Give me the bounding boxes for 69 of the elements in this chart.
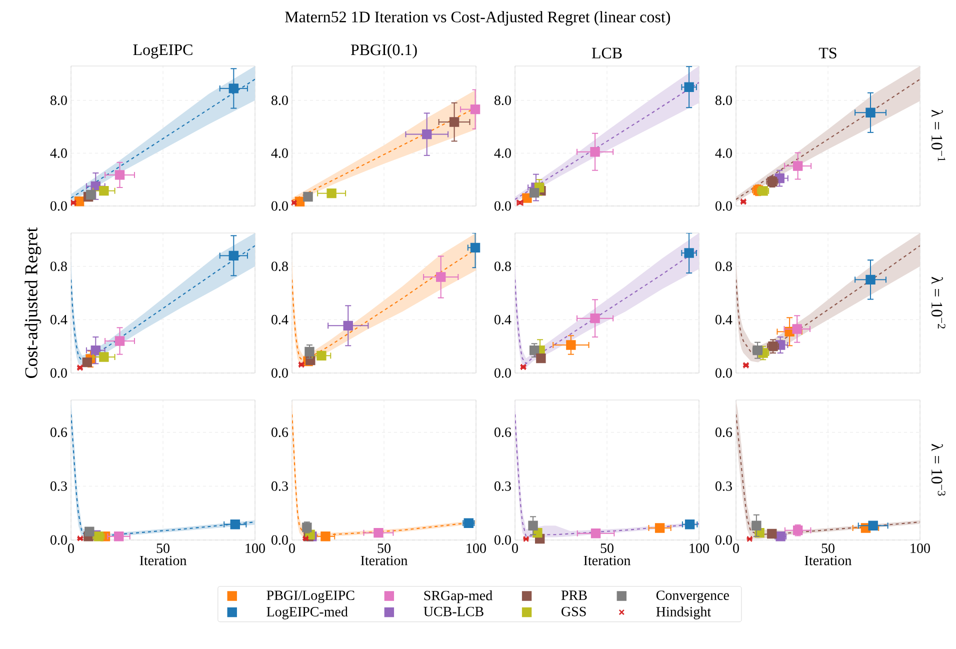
legend-label: Hindsight [656, 606, 712, 620]
y-tick-label: 0.0 [272, 201, 288, 211]
legend-label: PRB [561, 590, 587, 600]
y-tick-label: 0.3 [50, 481, 67, 491]
legend-label: LogEIPC-med [266, 606, 348, 620]
y-tick-label: 4.0 [715, 148, 732, 158]
x-tick-label: 100 [246, 544, 265, 553]
y-tick-label: 0.0 [50, 368, 67, 378]
y-tick-label: 0.0 [50, 201, 67, 211]
y-tick-label: 4.0 [50, 148, 67, 158]
x-tick-label: 50 [600, 544, 614, 553]
y-tick-label: 0.4 [50, 314, 68, 324]
y-tick-label: 0.0 [716, 201, 732, 211]
x-tick-label: 0 [512, 544, 518, 553]
y-tick-label: 4.0 [494, 148, 511, 158]
legend-label: Convergence [656, 590, 729, 603]
y-tick-label: 8.0 [272, 96, 288, 106]
chart-title: LogEIPC [133, 44, 192, 58]
x-tick-label: 50 [378, 544, 390, 553]
y-tick-label: 0.3 [494, 481, 511, 491]
x-axis-title: Iteration [360, 556, 408, 566]
x-tick-label: 0 [733, 544, 739, 553]
legend-label: PBGI/LogEIPC [266, 590, 354, 603]
x-tick-label: 100 [690, 544, 709, 553]
chart-title: PBGI(0.1) [350, 44, 417, 58]
x-axis-title: Iteration [804, 556, 852, 566]
chart-title: LCB [592, 48, 622, 58]
y-tick-label: 0.6 [494, 428, 512, 438]
legend-label: GSS [562, 606, 586, 616]
y-tick-label: 0.6 [272, 428, 288, 438]
y-tick-label: 0.6 [50, 428, 68, 438]
x-axis-title: Iteration [584, 556, 631, 566]
y-tick-label: 0.0 [272, 368, 288, 378]
y-tick-label: 8.0 [494, 96, 511, 106]
y-tick-label: 4.0 [271, 148, 288, 158]
y-tick-label: 0.0 [272, 535, 288, 545]
text: Matern52 1D Iteration vs Cost-Adjusted Regret (linear cost) [285, 11, 670, 26]
y-tick-label: 0.0 [494, 535, 511, 545]
x-tick-label: 50 [822, 544, 834, 553]
y-tick-label: 0.3 [716, 481, 732, 491]
text: λ = 10$^{−2}$ [931, 276, 946, 328]
x-tick-label: 0 [289, 544, 295, 553]
y-tick-label: 0.0 [494, 368, 511, 378]
y-tick-label: 0.0 [716, 535, 732, 545]
legend-label: UCB-LCB [424, 606, 484, 616]
y-tick-label: 0.4 [272, 314, 288, 324]
y-tick-label: 0.3 [272, 481, 288, 491]
x-tick-label: 50 [156, 544, 170, 553]
y-tick-label: 0.0 [50, 535, 67, 545]
chart-title: TS [818, 48, 836, 58]
x-tick-label: 0 [68, 544, 74, 553]
y-tick-label: 0.0 [494, 201, 511, 211]
legend-label: SRGap-med [424, 590, 492, 604]
y-tick-label: 8.0 [50, 96, 67, 106]
y-tick-label: 0.0 [716, 368, 732, 378]
y-tick-label: 0.4 [494, 314, 512, 324]
text: λ = 10$^{−1}$ [932, 110, 946, 162]
y-tick-label: 0.8 [494, 262, 511, 272]
y-tick-label: 0.8 [50, 262, 67, 272]
y-tick-label: 8.0 [716, 96, 732, 106]
text: λ = 10$^{−3}$ [931, 444, 946, 496]
y-tick-label: 0.6 [716, 428, 732, 438]
y-tick-label: 0.8 [716, 262, 732, 272]
y-tick-label: 0.8 [272, 262, 288, 272]
y-axis-title: Cost-adjusted Regret [24, 227, 42, 378]
x-tick-label: 100 [466, 544, 486, 553]
x-axis-title: Iteration [140, 556, 187, 566]
x-tick-label: 100 [910, 544, 930, 553]
y-tick-label: 0.4 [716, 314, 732, 324]
